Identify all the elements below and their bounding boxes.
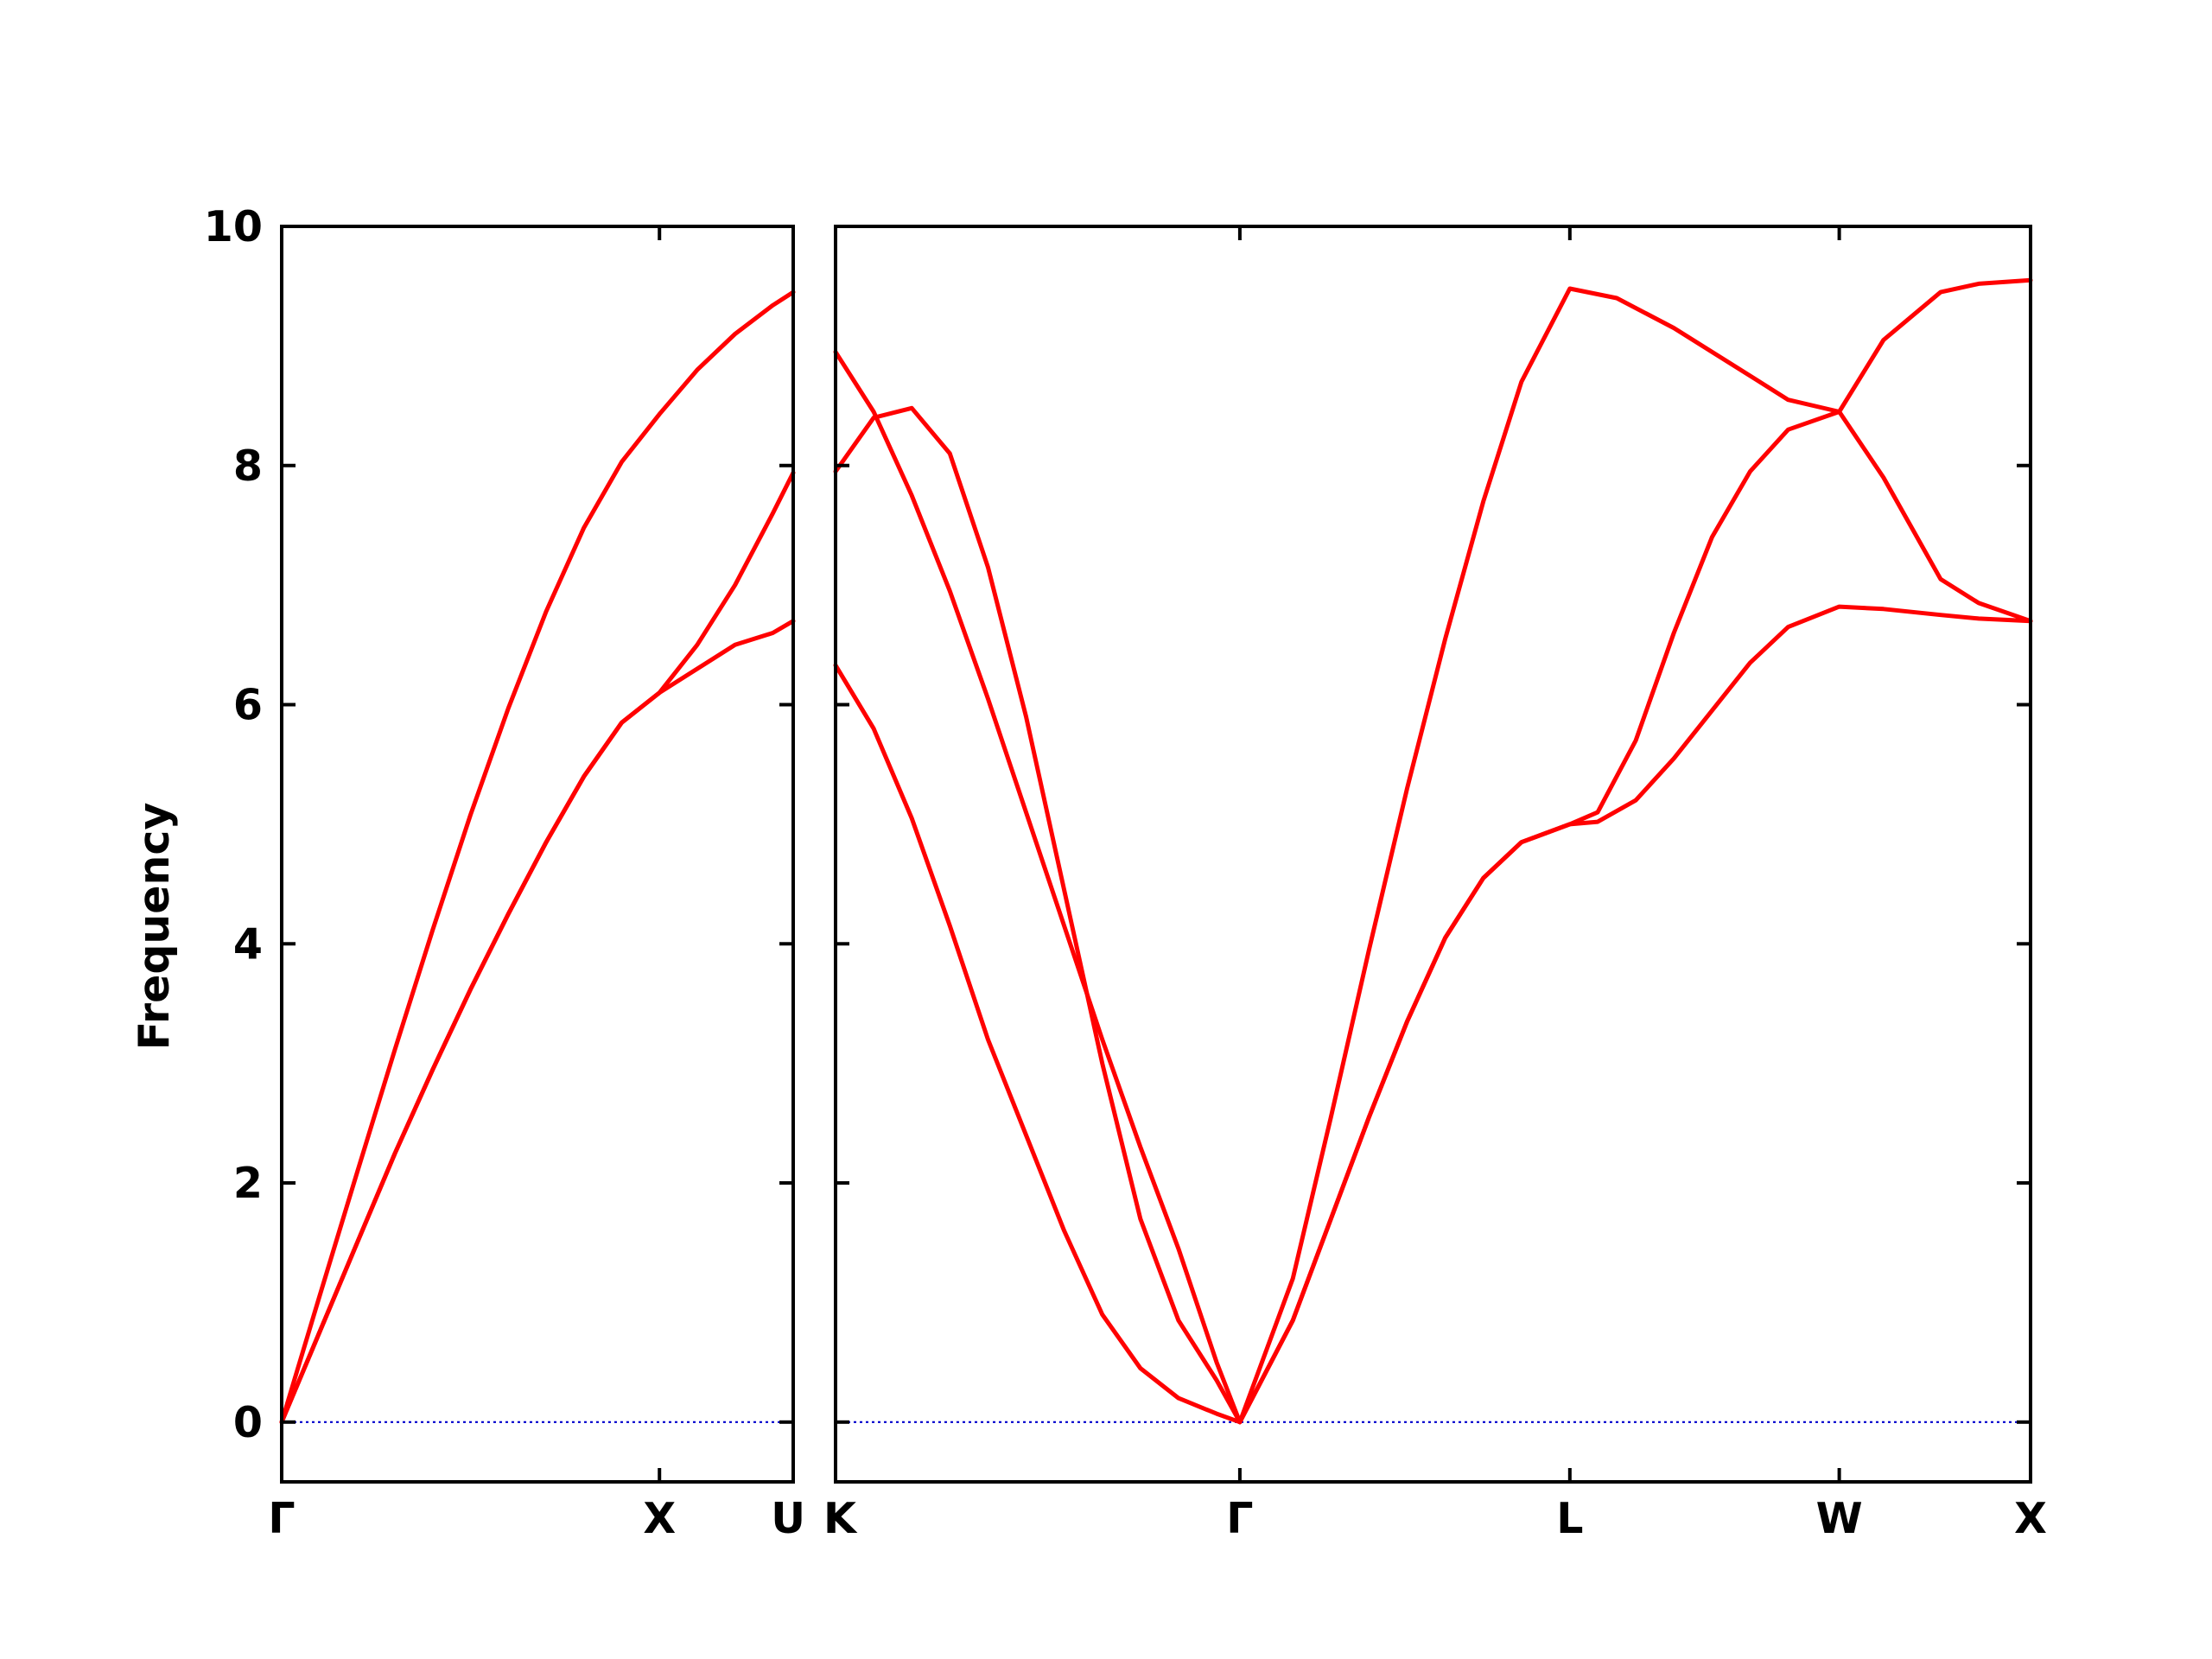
panel-gamma-x-u: 0 2 4 6 8 10 Γ X U <box>204 202 805 1543</box>
x-tick-label: U <box>771 1494 805 1543</box>
band-line-3 <box>279 619 796 1425</box>
y-tick-label: 10 <box>204 202 263 251</box>
x-tick-label: Γ <box>268 1494 295 1543</box>
y-tick-label: 4 <box>233 919 263 969</box>
band-line-5 <box>1237 410 2033 1425</box>
x-tick-label: W <box>1816 1494 1863 1543</box>
band-line-1 <box>833 349 1243 1425</box>
band-line-3 <box>833 663 1243 1425</box>
y-tick-label: 6 <box>233 681 263 730</box>
plot-frame <box>834 225 2032 1484</box>
band-line-2 <box>833 405 1243 1425</box>
y-axis-label: Frequency <box>130 803 179 1051</box>
x-tick-label: Γ <box>1226 1494 1253 1543</box>
band-line-4 <box>1237 277 2033 1425</box>
y-tick-label: 0 <box>233 1398 263 1447</box>
x-tick-label: X <box>643 1494 676 1543</box>
x-tick-label: K <box>823 1494 858 1543</box>
x-tick-label: L <box>1556 1494 1583 1543</box>
band-line-2 <box>279 470 796 1425</box>
y-tick-label: 8 <box>233 442 263 491</box>
plot-frame <box>280 225 795 1484</box>
band-line-1 <box>279 289 796 1425</box>
x-tick-label: X <box>2014 1494 2047 1543</box>
y-tick-label: 2 <box>233 1159 263 1208</box>
band-line-6 <box>1237 604 2033 1425</box>
